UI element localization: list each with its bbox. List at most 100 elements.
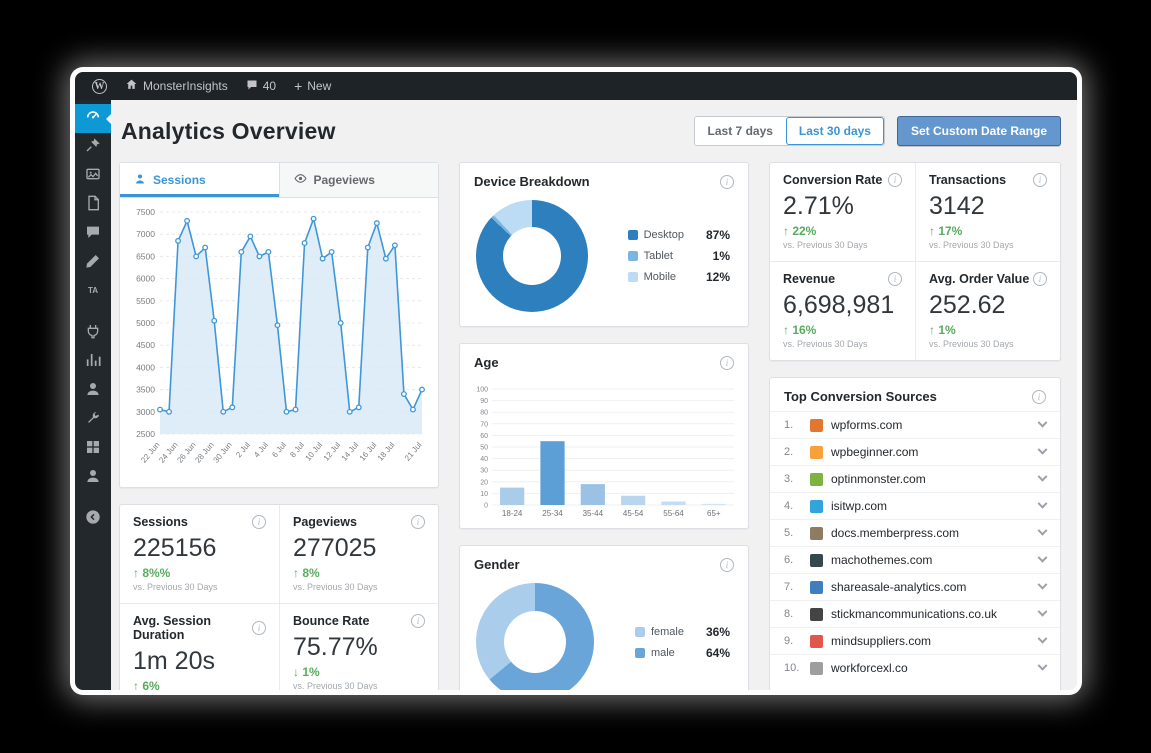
info-icon[interactable]: i [1033, 272, 1047, 286]
info-icon[interactable]: i [720, 557, 734, 572]
wp-logo-menu[interactable]: W [83, 72, 116, 100]
last-7-days-button[interactable]: Last 7 days [694, 117, 786, 145]
set-custom-date-range-button[interactable]: Set Custom Date Range [896, 116, 1061, 146]
arrow-up-icon: ↑ [133, 679, 139, 690]
sidebar-item-comments[interactable] [75, 220, 111, 249]
sidebar-item-posts[interactable] [75, 133, 111, 162]
main-content: Analytics Overview Last 7 days Last 30 d… [111, 100, 1077, 690]
info-icon[interactable]: i [720, 174, 734, 189]
source-row-shareasale-analytics.com[interactable]: 7. shareasale-analytics.com [770, 573, 1060, 600]
info-icon[interactable]: i [411, 515, 425, 529]
source-row-machothemes.com[interactable]: 6. machothemes.com [770, 546, 1060, 573]
source-domain: mindsuppliers.com [831, 634, 932, 648]
top-sources-list: 1. wpforms.com 2. wpbeginner.com 3. optinmons… [770, 411, 1060, 681]
favicon-icon [810, 607, 823, 621]
wordpress-logo-icon: W [92, 78, 107, 94]
circle-arrow-icon [85, 509, 101, 530]
metric-value: 75.77% [293, 633, 378, 661]
chevron-down-icon[interactable] [1037, 633, 1048, 644]
svg-text:25-34: 25-34 [542, 509, 563, 518]
metric-value: 277025 [293, 534, 377, 562]
chevron-down-icon[interactable] [1037, 417, 1048, 428]
source-row-wpforms.com[interactable]: 1. wpforms.com [770, 411, 1060, 438]
sidebar-item-community[interactable] [75, 464, 111, 493]
info-icon[interactable]: i [252, 621, 266, 635]
sidebar-item-tools[interactable] [75, 406, 111, 435]
ecommerce-metric-transactions: Transactions i 3142 ↑ 17% vs. Previous 30 Da… [915, 163, 1060, 261]
gender-title: Gender [474, 557, 520, 572]
info-icon[interactable]: i [411, 614, 425, 628]
favicon-icon [810, 526, 823, 540]
info-icon[interactable]: i [252, 515, 266, 529]
svg-text:55-64: 55-64 [663, 509, 684, 518]
new-menu[interactable]: + New [285, 72, 340, 100]
svg-text:50: 50 [480, 445, 488, 452]
metric-comparison-label: vs. Previous 30 Days [929, 339, 1014, 349]
tab-sessions[interactable]: Sessions [120, 163, 279, 197]
svg-text:6 Jul: 6 Jul [270, 440, 288, 459]
comments-menu[interactable]: 40 [237, 72, 285, 100]
user-icon [85, 381, 101, 402]
site-menu[interactable]: MonsterInsights [116, 72, 237, 100]
sidebar-item-appearance[interactable] [75, 249, 111, 278]
info-icon[interactable]: i [720, 355, 734, 370]
svg-text:3000: 3000 [136, 407, 155, 417]
info-icon[interactable]: i [1033, 173, 1047, 187]
chevron-down-icon[interactable] [1037, 579, 1048, 590]
sidebar-item-settings[interactable] [75, 435, 111, 464]
metric-comparison-label: vs. Previous 30 Days [783, 339, 868, 349]
metric-label: Revenue [783, 272, 836, 286]
info-icon[interactable]: i [1032, 389, 1046, 404]
legend-swatch [627, 272, 638, 282]
sessions-chart-card: Sessions Pageviews 2500 3000 3500 4000 4500 5… [119, 162, 439, 488]
source-row-workforcexl.co[interactable]: 10. workforcexl.co [770, 654, 1060, 681]
info-icon[interactable]: i [888, 272, 902, 286]
svg-text:4500: 4500 [136, 340, 155, 350]
wp-admin-bar: W MonsterInsights 40 + New [75, 72, 1077, 100]
home-icon [125, 78, 138, 94]
source-row-mindsuppliers.com[interactable]: 9. mindsuppliers.com [770, 627, 1060, 654]
chevron-down-icon[interactable] [1037, 606, 1048, 617]
source-domain: stickmancommunications.co.uk [831, 607, 998, 621]
chevron-down-icon[interactable] [1037, 525, 1048, 536]
svg-text:0: 0 [484, 503, 488, 510]
source-row-wpbeginner.com[interactable]: 2. wpbeginner.com [770, 438, 1060, 465]
source-row-isitwp.com[interactable]: 4. isitwp.com [770, 492, 1060, 519]
chevron-down-icon[interactable] [1037, 660, 1048, 671]
source-row-stickmancommunications.co.uk[interactable]: 8. stickmancommunications.co.uk [770, 600, 1060, 627]
sidebar-item-analytics[interactable] [75, 348, 111, 377]
sidebar-item-ta-plugin[interactable]: TA [75, 278, 111, 307]
sidebar-item-media[interactable] [75, 162, 111, 191]
source-rank: 6. [784, 554, 794, 566]
svg-text:12 Jul: 12 Jul [322, 440, 343, 462]
bar-chart-svg: 0 10 20 30 40 50 60 70 80 90 100 18-24 25-34 35-44 45-… [476, 387, 734, 518]
ta-icon: TA [85, 282, 101, 303]
svg-text:21 Jul: 21 Jul [403, 440, 424, 462]
app-window: W MonsterInsights 40 + New TA Analytics … [75, 72, 1077, 690]
device-breakdown-card: Device Breakdown i Desktop 87% Tablet 1% Mob… [459, 162, 749, 327]
sidebar-item-plugins[interactable] [75, 319, 111, 348]
metric-change: ↑ 6% [133, 679, 266, 690]
tab-pageviews[interactable]: Pageviews [278, 163, 438, 197]
source-row-optinmonster.com[interactable]: 3. optinmonster.com [770, 465, 1060, 492]
chevron-down-icon[interactable] [1037, 471, 1048, 482]
favicon-icon [810, 445, 823, 459]
sidebar-item-monsterinsights[interactable] [75, 104, 111, 133]
chevron-down-icon[interactable] [1037, 552, 1048, 563]
sidebar-item-users[interactable] [75, 377, 111, 406]
last-30-days-button[interactable]: Last 30 days [785, 117, 884, 145]
sidebar-item-pages[interactable] [75, 191, 111, 220]
info-icon[interactable]: i [888, 173, 902, 187]
favicon-icon [810, 418, 823, 432]
chevron-down-icon[interactable] [1037, 498, 1048, 509]
svg-text:20: 20 [480, 479, 488, 486]
new-label: New [307, 79, 332, 93]
svg-text:26 Jun: 26 Jun [175, 441, 197, 465]
source-rank: 2. [784, 446, 794, 458]
arrow-up-icon: ↑ [783, 323, 789, 337]
chevron-down-icon[interactable] [1037, 444, 1048, 455]
source-row-docs.memberpress.com[interactable]: 5. docs.memberpress.com [770, 519, 1060, 546]
sidebar-item-collapse[interactable] [75, 505, 111, 534]
favicon-icon [810, 661, 823, 675]
media-icon [85, 166, 101, 187]
